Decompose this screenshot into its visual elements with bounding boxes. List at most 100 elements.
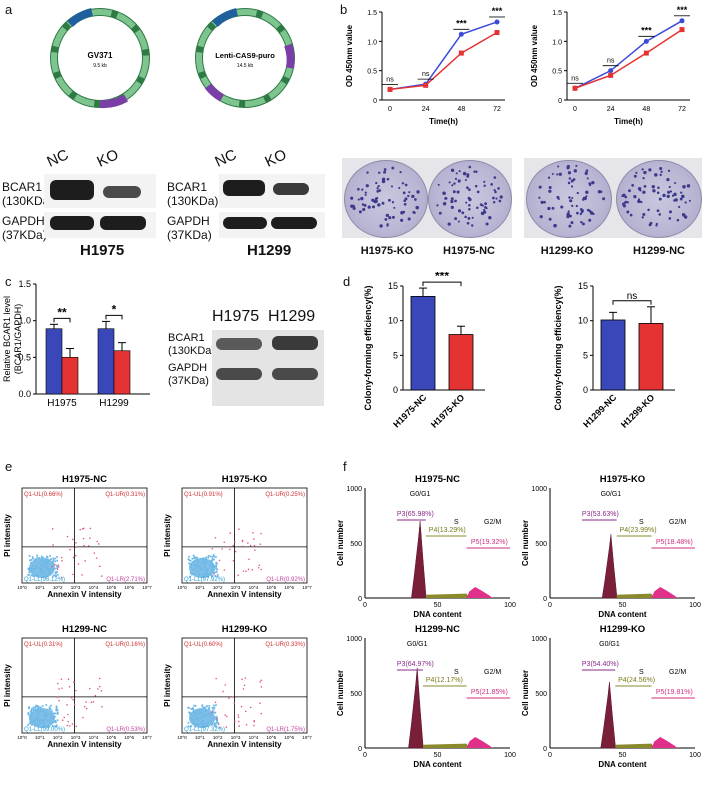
colony-dot [651,185,655,189]
y-tick-label: 0.5 [552,69,562,76]
event-dot [27,574,30,577]
event-dot [243,684,246,687]
x-tick-label: 10^0 [177,735,187,740]
quadrant-lr-label: Q1-LR(0.92%) [266,577,305,583]
colony-dot [680,191,683,194]
colony-dot [571,196,574,199]
colony-dot [575,211,579,215]
x-axis-label: DNA content [413,610,461,619]
event-dot [54,557,57,560]
x-tick-label: 10^2 [213,735,223,740]
colony-dot [540,200,544,204]
x-tick-label: 50 [434,752,442,759]
colony-dot [453,182,456,185]
event-dot [56,565,59,568]
event-dot [201,704,204,707]
colony-dot [581,209,584,212]
colony-dot [393,206,396,209]
event-dot [58,688,60,690]
event-dot [238,725,240,727]
colony-dot [547,176,551,179]
colony-dot [641,168,644,171]
colony-dot [376,190,380,193]
colony-dot [400,218,404,222]
event-dot [48,706,51,709]
flow-plot-frame [181,487,308,584]
plasmid-gv371-size: 9.5 kb [93,63,107,69]
y-tick-label: 0.0 [18,389,31,399]
colony-dot [483,180,486,183]
colony-dot [390,185,393,188]
x-tick-label: 100 [689,602,701,609]
event-dot [188,711,191,714]
y-tick-label: 500 [535,541,547,548]
western-blot-h1299: NC KO BCAR1 (130KDa) GAPDH (37KDa) H1299 [165,146,325,260]
colony-dot [444,196,448,200]
event-dot [260,712,263,715]
event-dot [223,541,226,544]
event-dot [51,565,54,568]
event-dot [260,532,262,535]
significance-label: *** [641,25,652,35]
colony-dot [547,206,551,211]
panel-label-c: c [5,274,12,289]
colony-dot [659,173,662,177]
colony-dot [357,187,360,191]
y-tick-label: 0 [358,596,362,603]
event-dot [214,723,217,726]
colony-dot [365,184,369,188]
phase-label-g0g1: G0/G1 [599,641,620,648]
x-tick-label: H1299-KO [619,392,656,429]
x-axis-label: Annexin V intensity [207,590,282,599]
blot-row-label-bcar1: BCAR1 (130KDa) [168,332,216,357]
event-dot [84,705,86,708]
event-dot [53,725,56,728]
colony-dot [654,173,658,177]
colony-dot [622,204,626,208]
x-tick-label: 10^7 [302,735,312,740]
y-axis-label: PI intensity [3,514,12,557]
colony-dot [378,171,381,175]
x-tick-label: 50 [434,602,442,609]
quadrant-lr-label: Q1-LR(2.71%) [106,577,145,583]
colony-dot [585,169,589,173]
colony-dot [582,222,585,226]
colony-dot [567,171,572,175]
colony-dot [391,201,395,204]
event-dot [88,687,91,690]
event-dot [253,544,256,547]
y-tick-label: 1.5 [18,279,31,289]
event-dot [46,555,49,558]
s-phase-area [423,743,470,748]
colony-dot [462,171,467,176]
event-dot [82,527,85,530]
event-dot [242,570,245,572]
colony-dot [640,200,643,204]
colony-dot [566,214,570,219]
bar [600,319,626,391]
gate-label-p3: P3(53.63%) [582,511,619,518]
event-dot [100,690,103,692]
event-dot [188,555,191,558]
event-dot [72,556,75,559]
event-dot [215,561,218,564]
colony-dot [643,170,647,175]
event-dot [66,724,69,727]
y-axis-label: Cell number [336,670,345,716]
colony-label: H1975-NC [443,245,495,257]
event-dot [29,559,32,562]
colony-dot [648,168,652,172]
colony-dot [442,202,447,206]
x-tick-label: 10^3 [231,585,241,590]
cellcycle-plot-title: H1975-NC [415,474,460,485]
event-dot [211,706,214,709]
colony-dot [404,183,408,187]
significance-label: *** [677,5,688,15]
colony-dot [679,197,683,201]
series-line [389,31,498,91]
colony-dot [468,207,471,211]
x-tick-label: 10^1 [35,735,45,740]
blot-row-label-gapdh: GAPDH (37KDa) [2,214,47,242]
colony-dot [412,195,415,198]
colony-dot [402,210,406,214]
